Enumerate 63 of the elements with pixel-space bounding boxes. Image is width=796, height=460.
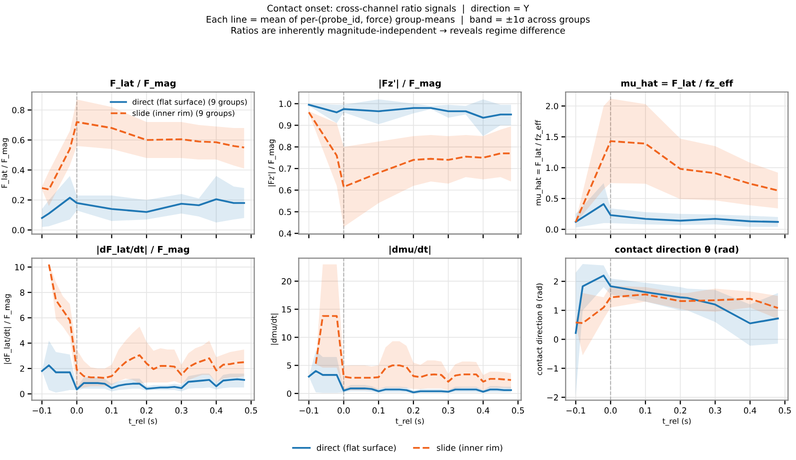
y-tick-label: −2 — [547, 394, 558, 400]
text: Contact onset: cross-channel ratio signals | direction = Y Each line = mean of per-(probe_id, force) group-means | band = ±1σ across groups Ratios are inherently magnitude-independent → reveals regime difference — [206, 4, 590, 36]
chart-title: mu_hat = F_lat / fz_eff — [621, 80, 734, 89]
x-tick-label: 0.2 — [407, 407, 420, 414]
y-tick-label: 2 — [554, 278, 558, 285]
y-tick-label: 0 — [554, 336, 558, 343]
y-tick-label: 1.5 — [546, 134, 558, 140]
y-tick-label: 0 — [20, 390, 24, 398]
y-tick-label: 2.0 — [546, 102, 558, 110]
y-tick-label: 0.9 — [279, 122, 292, 129]
chart-title: F_lat / F_mag — [110, 80, 176, 89]
x-tick-label: 0.0 — [604, 407, 617, 414]
y-tick-label: 4 — [20, 340, 24, 346]
y-tick-label: 0.0 — [546, 226, 558, 233]
x-tick-label: 0.0 — [338, 407, 350, 414]
chart-title: |Fz'| / F_mag — [380, 80, 441, 89]
y-tick-label: −1 — [547, 365, 558, 372]
y-tick-label: 5 — [287, 362, 292, 369]
x-tick-label: −0.1 — [32, 407, 52, 414]
y-tick-label: 1.0 — [279, 100, 292, 107]
y-tick-label: 1.0 — [546, 164, 558, 171]
y-tick-label: 0.4 — [12, 166, 24, 174]
y-tick-label: 8 — [20, 289, 24, 296]
x-tick-label: 0.3 — [442, 407, 454, 414]
y-tick-label: 15 — [282, 306, 292, 313]
x-tick-label: −0.1 — [300, 407, 318, 414]
x-tick-label: 0.1 — [106, 407, 118, 414]
x-tick-label: 0.0 — [70, 407, 83, 414]
chart-title: |dF_lat/dt| / F_mag — [97, 246, 190, 255]
x-tick-label: 0.3 — [709, 407, 722, 414]
y-tick-label: 10 — [15, 264, 24, 270]
x-tick-label: 0.3 — [175, 407, 188, 414]
y-tick-label: 1 — [554, 307, 558, 314]
x-tick-label: 0.2 — [140, 407, 152, 414]
x-tick-label: 0.4 — [210, 407, 222, 414]
legend-label: slide (inner rim) — [436, 444, 502, 452]
y-tick-label: 20 — [282, 278, 292, 284]
x-tick-label: 0.1 — [372, 407, 384, 414]
legend-label: direct (flat surface) — [316, 444, 396, 452]
x-tick-label: 0.5 — [512, 407, 524, 414]
chart-title: |dmu/dt| — [390, 246, 430, 255]
x-tick-label: 0.1 — [639, 407, 652, 414]
y-tick-label: 6 — [20, 314, 24, 322]
y-tick-label: 0.5 — [279, 208, 292, 216]
y-tick-label: 0.2 — [12, 196, 24, 204]
x-tick-label: 0.5 — [245, 407, 258, 414]
x-tick-label: 0.4 — [477, 407, 490, 414]
chart-title: contact direction θ (rad) — [614, 246, 738, 254]
y-tick-label: 2 — [20, 365, 24, 372]
x-tick-label: 0.4 — [744, 407, 756, 414]
y-tick-label: 0.0 — [12, 226, 24, 234]
y-tick-label: 0.6 — [12, 136, 24, 144]
y-tick-label: 0.7 — [279, 166, 292, 172]
y-tick-label: 0.6 — [279, 187, 292, 194]
x-tick-label: 0.5 — [778, 407, 791, 414]
y-tick-label: 0 — [287, 390, 292, 397]
y-tick-label: 0.8 — [12, 106, 24, 114]
y-tick-label: 10 — [282, 334, 292, 341]
y-tick-label: 0.4 — [279, 230, 292, 237]
y-tick-label: 0.8 — [279, 144, 292, 150]
y-tick-label: 0.5 — [546, 195, 558, 202]
x-tick-label: 0.2 — [674, 407, 686, 414]
x-tick-label: −0.1 — [566, 407, 586, 414]
